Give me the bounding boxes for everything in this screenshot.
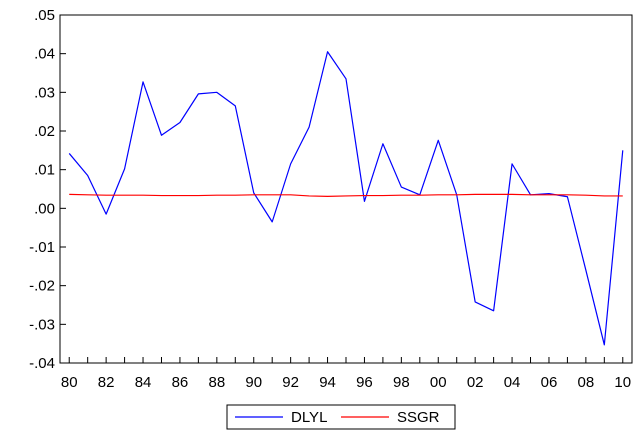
- y-tick-label: .05: [34, 7, 55, 24]
- x-tick-label: 98: [393, 374, 410, 391]
- x-tick-label: 96: [356, 374, 373, 391]
- y-tick-label: .04: [34, 46, 55, 63]
- x-tick-label: 10: [614, 374, 631, 391]
- y-tick-label: -.03: [29, 316, 55, 333]
- x-tick-label: 80: [61, 374, 78, 391]
- x-tick-label: 90: [245, 374, 262, 391]
- y-tick-label: .00: [34, 200, 55, 217]
- x-tick-label: 82: [98, 374, 115, 391]
- x-tick-label: 00: [430, 374, 447, 391]
- plot-frame: [59, 14, 633, 364]
- series-line-ssgr: [69, 193, 623, 197]
- x-tick-label: 04: [504, 374, 521, 391]
- y-tick-label: -.04: [29, 355, 55, 372]
- legend-label-ssgr: SSGR: [397, 409, 440, 426]
- y-tick-label: -.01: [29, 239, 55, 256]
- legend: DLYL SSGR: [226, 404, 456, 430]
- x-tick-label: 88: [208, 374, 225, 391]
- x-tick-label: 92: [282, 374, 299, 391]
- y-tick-label: .03: [34, 84, 55, 101]
- x-tick-label: 02: [467, 374, 484, 391]
- x-axis: 80 82 84 86 88 90 92 94 96 98 00 02 04 06 08 10: [61, 357, 631, 391]
- y-tick-label: .01: [34, 162, 55, 179]
- x-tick-label: 84: [135, 374, 152, 391]
- y-tick-label: -.02: [29, 278, 55, 295]
- x-tick-label: 06: [541, 374, 558, 391]
- series-lines: [68, 51, 624, 346]
- x-tick-label: 94: [319, 374, 336, 391]
- x-tick-label: 86: [172, 374, 189, 391]
- x-tick-label: 08: [578, 374, 595, 391]
- y-axis: -.04 -.03 -.02 -.01 .00 .01 .02 .03 .04 .05: [29, 7, 66, 372]
- series-line-dlyl: [68, 51, 624, 346]
- y-tick-label: .02: [34, 123, 55, 140]
- legend-label-dlyl: DLYL: [291, 409, 327, 426]
